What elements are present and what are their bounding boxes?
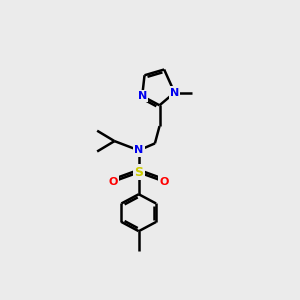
Text: N: N [170, 88, 179, 98]
Text: O: O [160, 176, 169, 187]
Text: N: N [138, 91, 147, 101]
Text: S: S [134, 166, 143, 179]
Text: O: O [109, 176, 118, 187]
Text: N: N [134, 145, 143, 155]
